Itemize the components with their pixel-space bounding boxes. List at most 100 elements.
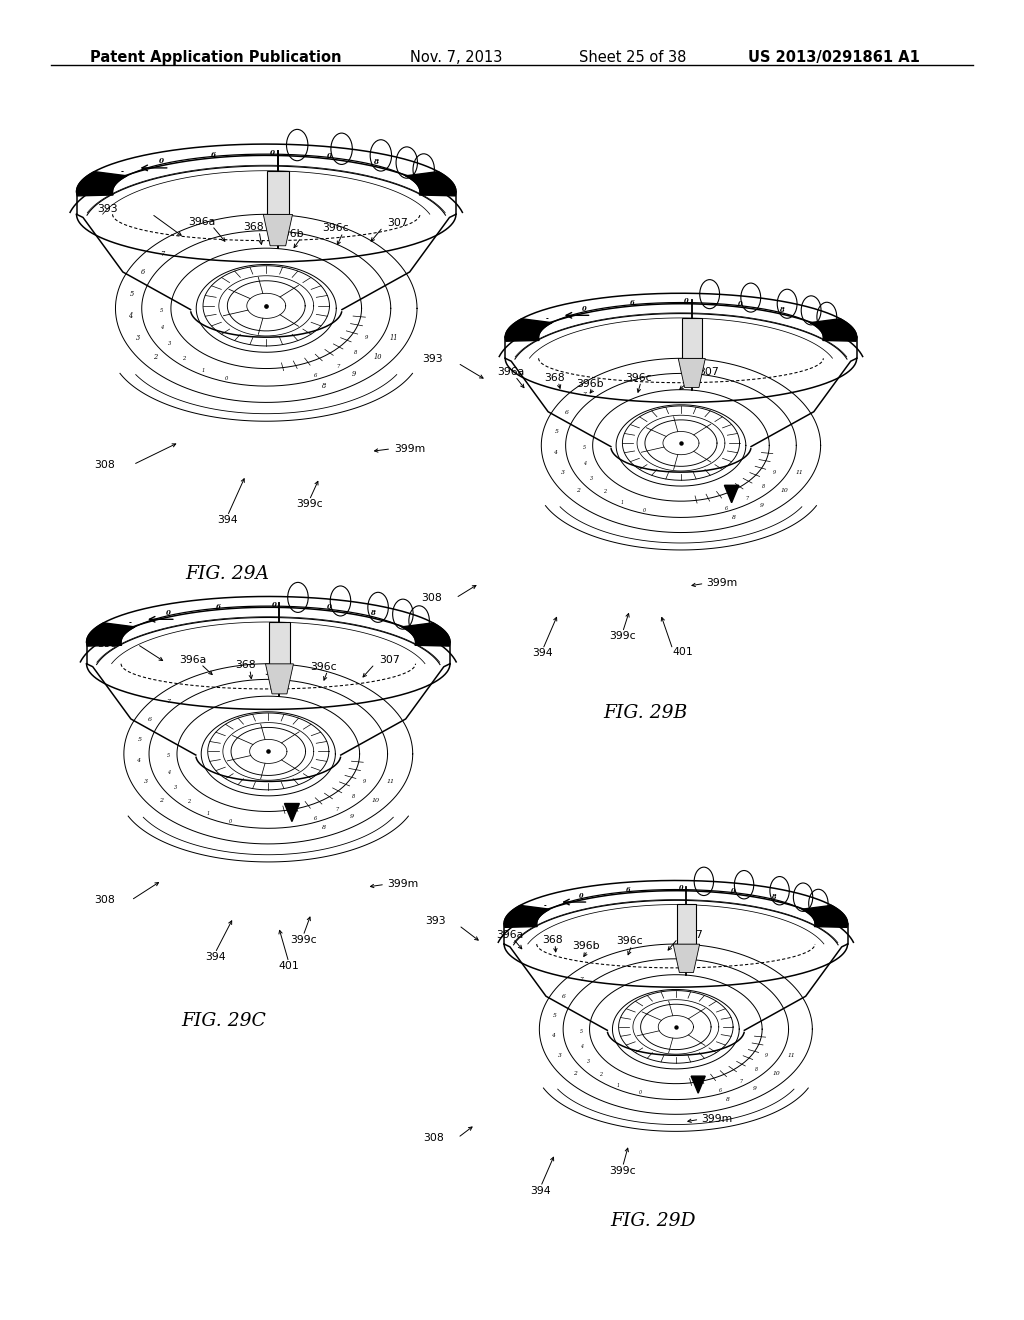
Text: 9: 9 [351, 370, 356, 378]
Text: 10: 10 [374, 354, 382, 362]
Text: 0: 0 [269, 149, 274, 157]
Text: 396c: 396c [310, 661, 337, 672]
Text: 0: 0 [425, 176, 430, 183]
Text: 0: 0 [328, 152, 333, 160]
Text: 9: 9 [772, 470, 775, 475]
Text: 8: 8 [762, 484, 765, 490]
Text: 0: 0 [639, 1090, 642, 1096]
Polygon shape [263, 214, 293, 246]
Text: 4: 4 [161, 325, 164, 330]
Text: 396c: 396c [626, 372, 652, 383]
Text: 396a: 396a [179, 655, 206, 665]
Text: -: - [129, 618, 132, 626]
Text: 4: 4 [583, 461, 586, 466]
Text: 11: 11 [796, 470, 804, 475]
Text: FIG. 29D: FIG. 29D [610, 1212, 696, 1230]
Text: 394: 394 [532, 648, 553, 659]
Text: 0: 0 [225, 376, 228, 381]
Text: 5: 5 [583, 445, 586, 450]
Text: 3: 3 [560, 470, 564, 475]
Text: 6: 6 [725, 506, 728, 511]
Text: 394: 394 [530, 1185, 551, 1196]
Text: 399m: 399m [387, 879, 419, 890]
Text: -: - [121, 168, 124, 176]
Text: 6: 6 [630, 298, 635, 308]
Text: 393: 393 [422, 354, 442, 364]
Text: 0: 0 [643, 508, 646, 513]
Text: 9: 9 [765, 1053, 768, 1059]
Polygon shape [285, 804, 299, 821]
Text: 2: 2 [603, 490, 606, 495]
Text: 6: 6 [140, 268, 145, 276]
Text: 399c: 399c [290, 935, 316, 945]
FancyBboxPatch shape [682, 318, 701, 359]
Text: 0: 0 [820, 908, 824, 916]
Text: 368: 368 [244, 222, 264, 232]
Text: FIG. 29C: FIG. 29C [181, 1012, 265, 1031]
Polygon shape [406, 172, 456, 195]
Text: 2: 2 [575, 488, 580, 494]
Text: 8: 8 [371, 610, 375, 618]
FancyBboxPatch shape [269, 622, 290, 664]
Text: 7: 7 [336, 807, 339, 812]
Text: 6: 6 [564, 409, 568, 414]
Text: 2: 2 [153, 354, 157, 362]
Text: N: N [522, 912, 528, 920]
Polygon shape [77, 172, 127, 195]
Text: 7: 7 [336, 363, 340, 368]
Text: US 2013/0291861 A1: US 2013/0291861 A1 [748, 50, 920, 65]
Text: 2: 2 [160, 799, 164, 803]
Polygon shape [810, 318, 857, 342]
Text: FIG. 29B: FIG. 29B [603, 704, 687, 722]
Text: 3: 3 [136, 334, 140, 342]
Text: 8: 8 [352, 795, 355, 799]
Text: Sheet 25 of 38: Sheet 25 of 38 [579, 50, 686, 65]
Text: 396b: 396b [577, 379, 603, 389]
Text: 0: 0 [159, 157, 164, 165]
Polygon shape [505, 318, 552, 342]
Text: 0: 0 [684, 297, 689, 305]
Text: 5: 5 [167, 754, 170, 758]
Text: Patent Application Publication: Patent Application Publication [90, 50, 342, 65]
Text: 7: 7 [739, 1078, 742, 1084]
Text: 9: 9 [753, 1086, 757, 1090]
Text: 11: 11 [390, 334, 398, 342]
Text: 5: 5 [580, 1028, 583, 1034]
Text: 11: 11 [387, 779, 395, 784]
Text: 5: 5 [138, 737, 141, 742]
Text: 399m: 399m [394, 444, 426, 454]
Text: 307: 307 [682, 929, 702, 940]
Text: 8: 8 [373, 158, 378, 166]
Text: 399m: 399m [707, 578, 738, 589]
Text: 307: 307 [387, 218, 408, 228]
Text: 8: 8 [732, 515, 736, 520]
Polygon shape [691, 1076, 706, 1093]
Text: 396b: 396b [572, 941, 599, 952]
Text: 396a: 396a [498, 367, 524, 378]
Text: 308: 308 [424, 1133, 444, 1143]
Text: 401: 401 [279, 961, 299, 972]
Text: 8: 8 [779, 306, 784, 314]
Polygon shape [87, 623, 135, 645]
Text: 1: 1 [621, 500, 624, 506]
Text: 2: 2 [599, 1072, 602, 1077]
Text: 0: 0 [828, 322, 833, 330]
Text: 5: 5 [130, 289, 134, 297]
Text: 10: 10 [371, 799, 379, 803]
Text: 0: 0 [582, 305, 587, 313]
Text: 7: 7 [583, 392, 587, 397]
Text: 7: 7 [160, 249, 164, 257]
Polygon shape [678, 359, 706, 388]
Text: 9: 9 [350, 814, 354, 818]
Text: 0: 0 [433, 185, 438, 193]
FancyBboxPatch shape [267, 170, 289, 214]
Text: 6: 6 [314, 374, 317, 379]
Text: 6: 6 [562, 994, 566, 999]
Text: 8: 8 [322, 381, 326, 389]
Text: 399m: 399m [701, 1114, 733, 1125]
Text: 368: 368 [236, 660, 256, 671]
Text: 307: 307 [379, 655, 399, 665]
Text: 399c: 399c [609, 631, 636, 642]
Text: 2: 2 [182, 356, 185, 362]
Text: 0: 0 [731, 887, 735, 895]
